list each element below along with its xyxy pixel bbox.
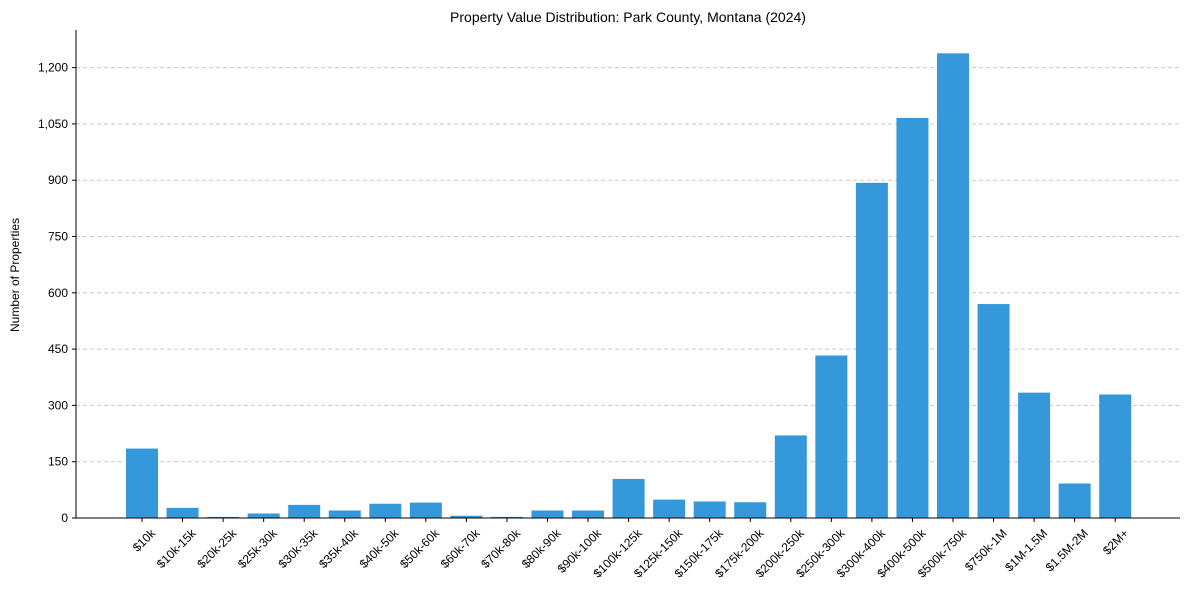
- bar: [896, 117, 929, 519]
- x-tick-label: $30k-35k: [276, 526, 322, 572]
- bar: [247, 513, 280, 518]
- bar: [572, 510, 605, 518]
- x-tick-label: $40k-50k: [357, 526, 403, 572]
- y-tick-label: 750: [48, 230, 68, 244]
- bar: [166, 507, 199, 518]
- axes: [75, 30, 1180, 519]
- bar: [288, 504, 321, 518]
- y-axis-label: Number of Properties: [8, 218, 22, 332]
- x-tick-label: $25k-30k: [235, 526, 281, 572]
- y-ticks: 0 150 300 450 600 750 900 1,050 1,200: [38, 61, 76, 525]
- x-tick-label: $10k-15k: [154, 526, 200, 572]
- bar: [1058, 483, 1091, 518]
- bar: [1099, 394, 1132, 518]
- y-tick-label: 300: [48, 398, 68, 412]
- y-tick-label: 600: [48, 286, 68, 300]
- bar: [490, 516, 523, 518]
- x-tick-label: $10k: [130, 526, 159, 555]
- x-tick-label: $60k-70k: [438, 526, 484, 572]
- x-tick-label: $70k-80k: [478, 526, 524, 572]
- bar: [734, 502, 767, 518]
- bar: [937, 53, 969, 518]
- x-tick-label: $750k-1M: [962, 526, 1010, 574]
- y-tick-label: 900: [48, 173, 68, 187]
- bar: [328, 510, 361, 518]
- x-tick-label: $50k-60k: [397, 526, 443, 572]
- bars: [126, 53, 1132, 519]
- gridlines: [76, 67, 1180, 463]
- bar: [450, 515, 483, 518]
- bar: [409, 502, 442, 518]
- bar: [815, 355, 848, 518]
- bar: [693, 501, 726, 518]
- x-tick-label: $1.5M-2M: [1043, 526, 1091, 574]
- y-tick-label: 1,050: [38, 117, 68, 131]
- y-tick-label: 0: [61, 511, 68, 525]
- bar: [369, 503, 402, 518]
- bar: [977, 304, 1010, 518]
- bar: [653, 499, 686, 518]
- chart-title: Property Value Distribution: Park County…: [450, 9, 806, 25]
- bar: [1018, 392, 1051, 518]
- bar: [774, 435, 807, 518]
- x-tick-label: $20k-25k: [194, 526, 240, 572]
- bar: [207, 516, 240, 518]
- bar: [126, 448, 158, 518]
- y-tick-label: 1,200: [38, 61, 68, 75]
- x-tick-label: $35k-40k: [316, 526, 362, 572]
- bar: [855, 182, 888, 518]
- y-tick-label: 450: [48, 342, 68, 356]
- y-tick-label: 150: [48, 455, 68, 469]
- bar: [612, 478, 645, 518]
- bar: [531, 510, 564, 518]
- x-ticks: $10k$10k-15k$20k-25k$25k-30k$30k-35k$35k…: [130, 518, 1131, 580]
- x-tick-label: $2M+: [1100, 526, 1131, 557]
- x-tick-label: $1M-1.5M: [1002, 526, 1050, 574]
